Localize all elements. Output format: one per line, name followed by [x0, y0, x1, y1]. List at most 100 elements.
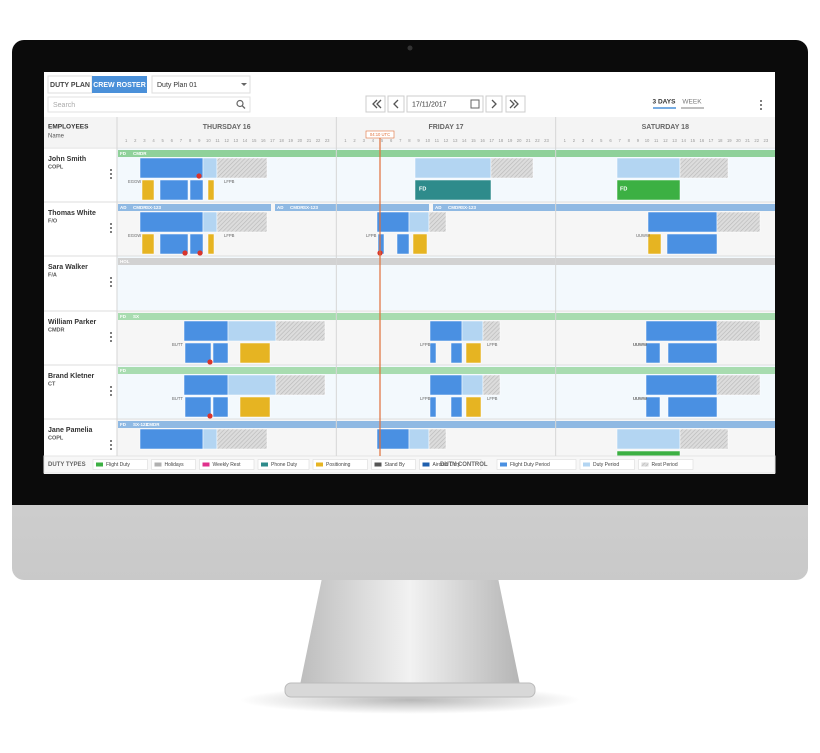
nav-last[interactable] — [505, 95, 526, 113]
duty-block — [679, 428, 729, 450]
hour-label: 13 — [233, 138, 238, 143]
row-name-cell — [44, 365, 117, 419]
employee-role: COPL — [48, 164, 64, 170]
legend-swatch — [641, 462, 649, 467]
view-option[interactable]: WEEK — [682, 99, 702, 106]
dropdown-label: Duty Plan 01 — [157, 82, 197, 89]
hour-label: 15 — [252, 138, 257, 143]
hour-label: 22 — [754, 138, 759, 143]
day-label: THURSDAY 16 — [203, 124, 251, 131]
airport-code: UUWW — [633, 396, 647, 401]
duty-block — [212, 396, 229, 418]
employee-name: William Parker — [48, 319, 96, 326]
duty-strip — [118, 367, 775, 374]
duty-block — [679, 157, 729, 179]
duty-block — [667, 342, 718, 364]
nav-prev[interactable] — [387, 95, 405, 113]
strip-label: SX-123 — [303, 205, 319, 210]
tab-active[interactable] — [92, 76, 147, 93]
strip-label: SX-123 — [146, 205, 162, 210]
nav-next[interactable] — [485, 95, 503, 113]
duty-block — [461, 374, 484, 396]
legend-label: Flight Duty — [106, 462, 130, 468]
legend-swatch — [316, 462, 323, 467]
legend-label: Phone Duty — [271, 462, 298, 468]
hour-label: 15 — [471, 138, 476, 143]
hour-label: 6 — [609, 138, 612, 143]
airport-code: LFPB — [420, 342, 431, 347]
strip-label: AD — [277, 205, 284, 210]
search-icon — [241, 105, 246, 109]
row-menu — [110, 448, 112, 450]
airport-code: EGGW — [128, 179, 141, 184]
duty-block — [490, 157, 534, 179]
time-marker-box — [365, 130, 395, 139]
duty-block — [482, 320, 501, 342]
hour-label: 2 — [353, 138, 356, 143]
legend-chip — [92, 459, 148, 470]
hour-label: 16 — [700, 138, 705, 143]
row-menu — [110, 223, 112, 225]
duty-strip — [275, 204, 429, 211]
hour-label: 8 — [189, 138, 192, 143]
duty-block — [414, 179, 492, 201]
strip-label: CMDR — [448, 205, 462, 210]
airport-code: UUWW — [633, 396, 647, 401]
duty-block — [428, 428, 447, 450]
nav-first[interactable] — [365, 95, 386, 113]
airport-code: UUWW — [633, 342, 647, 347]
duty-block — [216, 211, 268, 233]
duty-block — [159, 179, 189, 201]
employee-role: CT — [48, 381, 56, 387]
airport-code: LFPB — [366, 233, 377, 238]
block-label: FD — [620, 186, 627, 192]
legend-label: Stand By — [385, 462, 406, 468]
hour-label: 7 — [399, 138, 402, 143]
duty-strip — [118, 258, 775, 265]
strip-label: SX — [133, 314, 139, 319]
duty-block — [429, 396, 437, 418]
hour-label: 6 — [390, 138, 393, 143]
row-menu — [110, 444, 112, 446]
employee-role: COPL — [48, 435, 64, 441]
hour-label: 18 — [498, 138, 503, 143]
legend-label: Duty Period — [593, 462, 619, 468]
hour-label: 9 — [417, 138, 420, 143]
hour-label: 4 — [372, 138, 375, 143]
search-box[interactable] — [47, 96, 251, 113]
dropdown[interactable] — [151, 75, 251, 94]
time-marker-label: 04:10 UTC — [370, 132, 390, 137]
date-field[interactable] — [406, 95, 484, 113]
kebab[interactable] — [760, 100, 762, 102]
legend-swatch — [422, 462, 430, 467]
legend-swatch — [202, 462, 210, 467]
airport-code: LFPB — [224, 233, 235, 238]
legend-chip — [496, 459, 577, 470]
legend-chip — [257, 459, 310, 470]
hour-label: 18 — [718, 138, 723, 143]
hour-label: 9 — [637, 138, 640, 143]
hour-label: 11 — [215, 138, 220, 143]
hour-label: 19 — [727, 138, 732, 143]
hour-label: 22 — [316, 138, 321, 143]
airport-code: BUTT — [172, 342, 183, 347]
hour-label: 12 — [224, 138, 229, 143]
kebab — [760, 104, 762, 106]
tab-label: CREW ROSTER — [93, 82, 146, 89]
hour-label: 5 — [600, 138, 603, 143]
hour-label: 12 — [663, 138, 668, 143]
hour-label: 3 — [363, 138, 366, 143]
strip-label: SX-123 — [461, 205, 477, 210]
legend-chip — [199, 459, 255, 470]
alert-dot — [197, 250, 203, 256]
duty-block — [616, 428, 681, 450]
icon — [372, 99, 382, 109]
row-menu — [110, 227, 112, 229]
duty-block — [275, 374, 326, 396]
hour-label: 20 — [297, 138, 302, 143]
duty-block — [412, 233, 428, 255]
view-option[interactable]: 3 DAYS — [653, 99, 677, 106]
alert-dot — [207, 359, 213, 365]
